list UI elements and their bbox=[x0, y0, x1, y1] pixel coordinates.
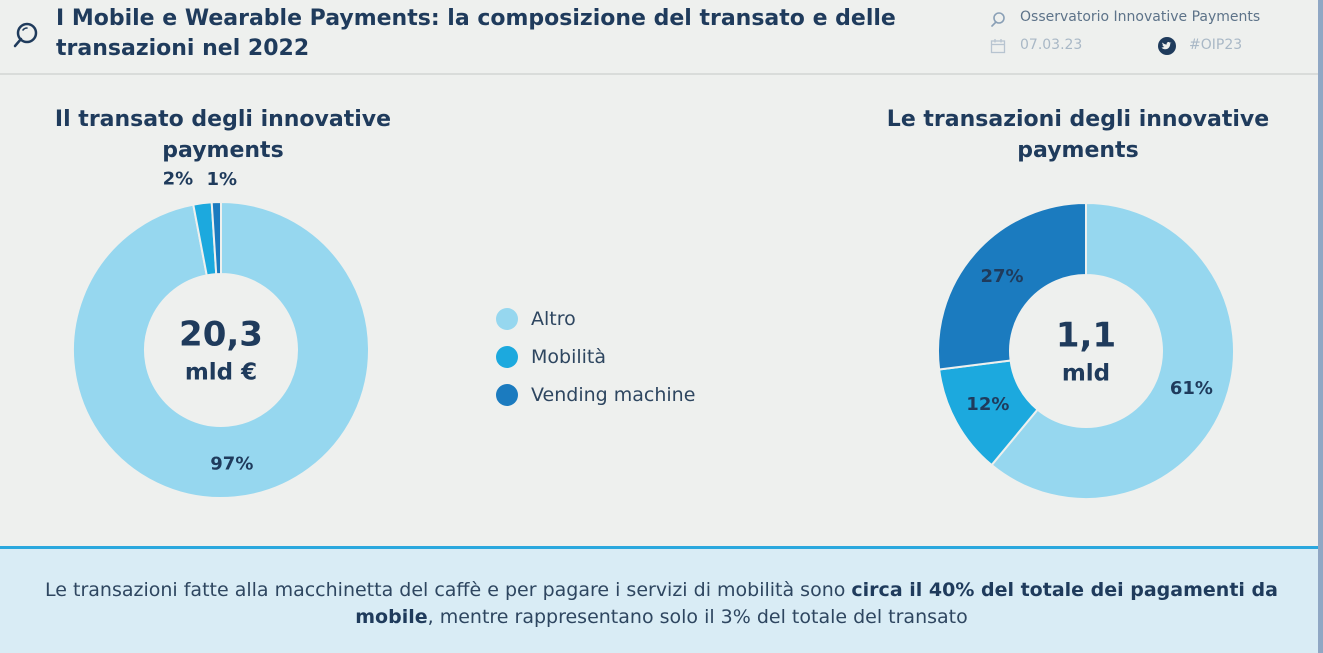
chart1-title: Il transato degli innovative payments bbox=[54, 107, 392, 163]
page-title: I Mobile e Wearable Payments: la composi… bbox=[56, 6, 896, 61]
slice-label-mobilita: 12% bbox=[966, 394, 1009, 415]
header-divider bbox=[0, 73, 1323, 75]
brand-icon bbox=[991, 12, 1005, 27]
slice-label-altro: 97% bbox=[210, 453, 253, 474]
chart1-donut: 97% 2% 1% 20,3 mld € bbox=[72, 168, 370, 499]
footer-banner: Le transazioni fatte alla macchinetta de… bbox=[0, 546, 1323, 653]
slice-altro bbox=[990, 201, 1235, 500]
calendar-icon bbox=[990, 39, 1006, 54]
slice-vending bbox=[937, 201, 1087, 371]
slice-altro bbox=[72, 200, 370, 499]
legend-item-vending: Vending machine bbox=[496, 376, 695, 414]
footer-text-part2: , mentre rappresentano solo il 3% del to… bbox=[427, 606, 968, 628]
search-bubble-icon bbox=[13, 22, 38, 48]
legend-item-mobilita: Mobilità bbox=[496, 338, 695, 376]
legend-label: Mobilità bbox=[531, 346, 607, 368]
legend-swatch bbox=[496, 308, 518, 330]
footer-text-bold: circa il 40% del totale dei pagamenti da… bbox=[355, 579, 1278, 628]
footer-text: Le transazioni fatte alla macchinetta de… bbox=[30, 577, 1293, 631]
header: I Mobile e Wearable Payments: la composi… bbox=[0, 0, 1323, 74]
legend-swatch bbox=[496, 346, 518, 368]
twitter-icon bbox=[1158, 37, 1176, 55]
footer-text-part1: Le transazioni fatte alla macchinetta de… bbox=[45, 579, 852, 601]
legend-label: Altro bbox=[531, 308, 576, 330]
date-label: 07.03.23 bbox=[1020, 37, 1083, 53]
legend-label: Vending machine bbox=[531, 384, 696, 406]
legend: Altro Mobilità Vending machine bbox=[496, 300, 695, 414]
center-value: 1,1 bbox=[1056, 316, 1116, 356]
chart2-title: Le transazioni degli innovative payments bbox=[886, 107, 1270, 163]
slice-vending bbox=[210, 200, 222, 276]
legend-item-altro: Altro bbox=[496, 300, 695, 338]
slice-label-altro: 61% bbox=[1170, 378, 1213, 399]
brand-name: Osservatorio Innovative Payments bbox=[1020, 9, 1261, 25]
slice-label-vending: 27% bbox=[980, 266, 1023, 287]
center-unit: mld bbox=[1062, 361, 1110, 387]
right-edge bbox=[1318, 0, 1323, 653]
center-unit: mld € bbox=[185, 360, 257, 386]
hashtag-label: #OIP23 bbox=[1189, 37, 1243, 53]
center-value: 20,3 bbox=[179, 315, 263, 355]
slice-label-mobilita: 2% bbox=[163, 168, 194, 189]
slice-label-vending: 1% bbox=[206, 169, 237, 190]
chart2-donut: 61% 12% 27% 1,1 mld bbox=[937, 201, 1235, 500]
legend-swatch bbox=[496, 384, 518, 406]
